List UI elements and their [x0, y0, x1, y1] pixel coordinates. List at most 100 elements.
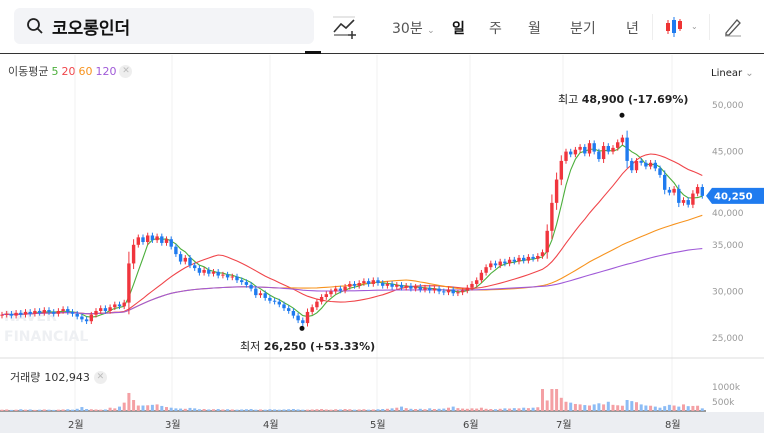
volume-bar: [385, 408, 389, 411]
ma-120: 120: [95, 64, 117, 78]
volume-bar: [367, 409, 371, 411]
low-marker: [299, 325, 305, 331]
candle-body: [460, 290, 465, 293]
candle-body: [554, 179, 559, 203]
volume-bar: [226, 409, 230, 411]
period-30min[interactable]: 30분 ⌄: [392, 18, 435, 38]
candle-body: [244, 282, 249, 285]
period-day[interactable]: 일: [452, 21, 465, 37]
candle-body: [559, 160, 563, 180]
volume-bar: [470, 408, 474, 411]
volume-bar: [353, 409, 356, 411]
candle-body: [216, 271, 220, 276]
volume-bar: [56, 409, 60, 411]
candle-body: [681, 200, 686, 203]
volume-bar: [263, 409, 267, 411]
scale-mode-select[interactable]: Linear ⌄: [711, 68, 754, 79]
volume-bar: [89, 409, 93, 411]
volume-bar: [649, 405, 653, 411]
candle-body: [432, 288, 437, 291]
volume-bar: [165, 407, 168, 411]
volume-bar: [418, 408, 422, 411]
stock-search-input[interactable]: 코오롱인더: [14, 8, 314, 44]
close-icon[interactable]: ✕: [93, 370, 107, 384]
volume-bar: [169, 407, 173, 411]
candle-body: [84, 319, 89, 322]
candle-body: [225, 274, 230, 278]
scale-mode-label: Linear: [711, 68, 743, 79]
candle-body: [315, 301, 319, 308]
volume-bar: [183, 408, 187, 411]
candle-body: [334, 288, 338, 292]
candle-body: [399, 284, 404, 288]
volume-bar: [447, 407, 450, 411]
candle-body: [0, 314, 4, 316]
volume-bar: [691, 405, 695, 411]
volume-bar: [216, 409, 220, 411]
volume-bar: [442, 408, 446, 411]
volume-bar: [291, 409, 295, 411]
volume-bar: [259, 409, 262, 411]
volume-bar: [52, 409, 56, 411]
candle-body: [470, 283, 474, 288]
candle-body: [202, 269, 206, 273]
volume-bar: [667, 404, 671, 411]
candle-body: [188, 257, 192, 266]
volume-bar: [268, 409, 272, 411]
volume-bar: [522, 407, 526, 411]
candle-body: [592, 143, 596, 152]
volume-bar: [244, 409, 248, 411]
volume-bar: [334, 409, 338, 411]
volume-bar: [653, 406, 657, 411]
candle-body: [28, 311, 32, 314]
candle-body: [37, 310, 42, 313]
divider: [652, 14, 653, 40]
volume-bar: [66, 409, 70, 411]
volume-bar: [672, 405, 676, 411]
period-year[interactable]: 년: [626, 21, 639, 37]
candle-body: [550, 202, 554, 231]
month-label: 5월: [370, 420, 386, 431]
candle-body: [587, 143, 592, 154]
indicator-add-icon[interactable]: [332, 16, 358, 40]
volume-bar: [324, 409, 328, 411]
period-month[interactable]: 월: [528, 21, 541, 37]
volume-bar: [193, 408, 197, 411]
period-week[interactable]: 주: [489, 21, 502, 37]
volume-bar: [310, 409, 314, 411]
volume-bar: [569, 402, 573, 411]
volume-bar: [207, 409, 211, 411]
candle-body: [536, 255, 540, 259]
volume-bar: [437, 408, 441, 411]
volume-bar: [212, 409, 215, 411]
chevron-down-icon: ⌄: [745, 68, 754, 79]
candle-body: [390, 283, 394, 287]
stock-name: 코오롱인더: [52, 18, 131, 39]
period-quarter[interactable]: 분기: [570, 21, 596, 37]
candle-body: [263, 293, 267, 298]
volume-bar: [0, 409, 4, 411]
candle-body: [475, 280, 479, 284]
pencil-icon[interactable]: [723, 17, 743, 37]
volume-bar: [371, 409, 375, 411]
candle-body: [663, 174, 667, 190]
volume-bar: [404, 408, 408, 411]
candle-body: [540, 252, 545, 256]
candle-body: [310, 307, 314, 312]
selected-period-indicator: [305, 51, 321, 54]
candle-body: [616, 142, 620, 148]
candlestick-icon[interactable]: ⌄: [664, 16, 700, 38]
candle-body: [47, 310, 51, 312]
candle-body: [644, 162, 648, 167]
low-label: 최저 26,250 (+53.33%): [240, 340, 375, 353]
candle-body: [131, 244, 136, 264]
volume-bar: [315, 409, 319, 411]
candle-body: [507, 259, 512, 264]
close-icon[interactable]: ✕: [119, 64, 133, 78]
volume-bar: [28, 409, 32, 411]
volume-bar: [663, 406, 667, 411]
month-label: 4월: [263, 420, 279, 431]
volume-bar: [277, 409, 281, 411]
candle-body: [630, 160, 634, 171]
